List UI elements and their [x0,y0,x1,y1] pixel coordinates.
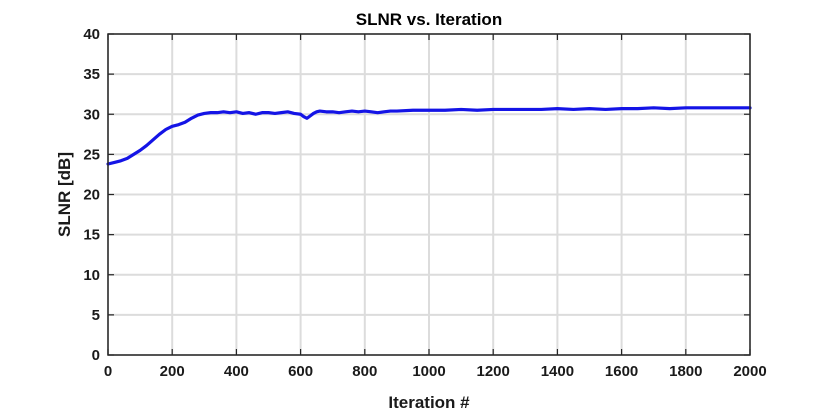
chart-title: SLNR vs. Iteration [356,10,502,29]
x-axis-ticks: 0 200 400 600 800 1000 1200 1400 1600 1800 2000 [104,34,767,380]
y-axis-ticks: 0 5 10 15 20 25 30 35 40 [83,26,750,364]
y-axis-title: SLNR [dB] [55,152,74,237]
y-tick-label: 30 [83,106,100,123]
series-layer [106,106,752,166]
x-tick-label: 1600 [605,363,638,380]
x-tick-label: 0 [104,363,112,380]
x-tick-label: 2000 [733,363,766,380]
x-tick-label: 1200 [477,363,510,380]
x-tick-label: 400 [224,363,249,380]
x-tick-label: 1000 [412,363,445,380]
y-tick-label: 0 [92,347,100,364]
y-tick-label: 15 [83,227,100,244]
y-tick-label: 40 [83,26,100,43]
x-axis-title: Iteration # [388,393,470,412]
y-tick-label: 20 [83,187,100,204]
x-tick-label: 1800 [669,363,702,380]
y-tick-label: 35 [83,66,100,83]
x-tick-label: 800 [352,363,377,380]
y-tick-label: 5 [92,307,100,324]
x-tick-label: 200 [160,363,185,380]
y-tick-label: 25 [83,146,100,163]
grid-lines [107,33,751,356]
x-tick-label: 600 [288,363,313,380]
y-tick-label: 10 [83,267,100,284]
slnr-series-line [106,106,752,166]
x-tick-label: 1400 [541,363,574,380]
